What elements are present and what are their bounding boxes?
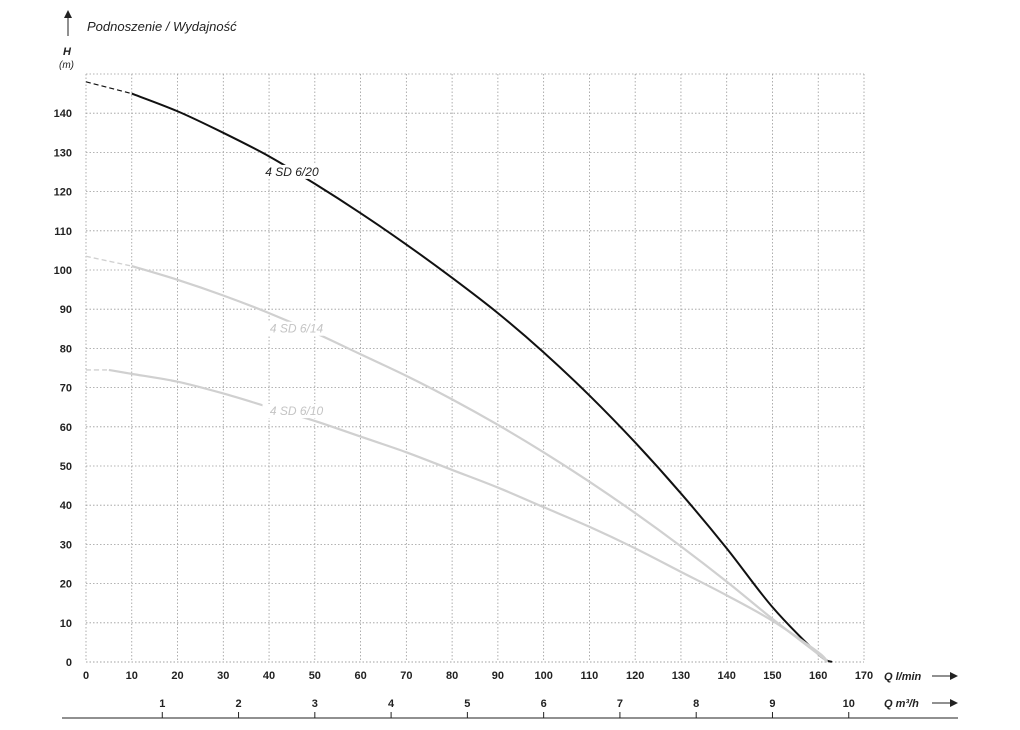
- y-axis-label: H: [63, 46, 72, 58]
- x-tick-label: 110: [581, 670, 599, 682]
- x2-tick-label: 6: [541, 698, 547, 710]
- series-curve-dashed: [85, 81, 132, 95]
- y-tick-label: 110: [54, 226, 72, 238]
- tick-labels: 0 10 20 30 40 50 60 70 80 90 100 110 120 130 140 150 160…: [54, 108, 873, 718]
- axes: Podnoszenie / Wydajność H (m) Q l/min Q …: [59, 10, 958, 719]
- y-tick-label: 40: [60, 500, 72, 512]
- x-tick-label: 120: [626, 670, 644, 682]
- x2-axis-label: Q m³/h: [884, 698, 919, 710]
- y-tick-label: 0: [66, 657, 72, 669]
- y-tick-label: 50: [60, 461, 72, 473]
- y-tick-label: 20: [60, 579, 72, 591]
- y-tick-label: 70: [60, 383, 72, 395]
- x-tick-label: 10: [126, 670, 138, 682]
- x-tick-label: 140: [718, 670, 736, 682]
- x-tick-label: 20: [171, 670, 183, 682]
- x2-tick-label: 4: [388, 698, 395, 710]
- x2-tick-label: 8: [693, 698, 699, 710]
- series-label: 4 SD 6/10: [270, 404, 324, 418]
- y-tick-label: 120: [54, 187, 72, 199]
- y-tick-label: 60: [60, 422, 72, 434]
- series-label: 4 SD 6/14: [270, 322, 324, 336]
- x2-tick-label: 3: [312, 698, 318, 710]
- series-label-bg: [262, 321, 331, 336]
- y-axis-arrowhead: [64, 10, 72, 18]
- x2-tick-label: 9: [769, 698, 775, 710]
- series-label: 4 SD 6/20: [265, 165, 319, 179]
- y-tick-label: 10: [60, 618, 72, 630]
- y-tick-label: 140: [54, 108, 72, 120]
- x2-tick-label: 2: [235, 698, 241, 710]
- x2-tick-label: 10: [843, 698, 855, 710]
- y-tick-label: 90: [60, 304, 72, 316]
- x-tick-label: 170: [855, 670, 873, 682]
- x-tick-label: 80: [446, 670, 458, 682]
- x2-tick-label: 5: [464, 698, 470, 710]
- y-tick-label: 80: [60, 343, 72, 355]
- x-tick-label: 150: [763, 670, 781, 682]
- series-label-bg: [262, 404, 331, 419]
- x-axis-arrowhead: [950, 672, 958, 680]
- y-tick-label: 30: [60, 539, 72, 551]
- x-tick-label: 130: [672, 670, 690, 682]
- series: 4 SD 6/20 4 SD 6/14 4 SD 6/10: [85, 81, 833, 663]
- x-tick-label: 160: [809, 670, 827, 682]
- x2-tick-label: 1: [159, 698, 165, 710]
- series-curve: [131, 92, 833, 663]
- x-axis-label: Q l/min: [884, 671, 922, 683]
- series-curve: [131, 265, 829, 663]
- y-tick-label: 130: [54, 147, 72, 159]
- x-tick-label: 50: [309, 670, 321, 682]
- y-tick-label: 100: [54, 265, 72, 277]
- x-tick-label: 100: [534, 670, 552, 682]
- x2-axis-arrowhead: [950, 699, 958, 707]
- series-curve-dashed: [85, 255, 132, 267]
- x-tick-label: 0: [83, 670, 89, 682]
- x-tick-label: 30: [217, 670, 229, 682]
- x-tick-label: 90: [492, 670, 504, 682]
- chart-title: Podnoszenie / Wydajność: [87, 19, 237, 34]
- x-tick-label: 60: [354, 670, 366, 682]
- x2-tick-label: 7: [617, 698, 623, 710]
- y-axis-unit: (m): [59, 60, 74, 71]
- series-curve: [108, 368, 829, 663]
- series-label-bg: [257, 164, 326, 179]
- x-tick-label: 70: [400, 670, 412, 682]
- x-tick-label: 40: [263, 670, 275, 682]
